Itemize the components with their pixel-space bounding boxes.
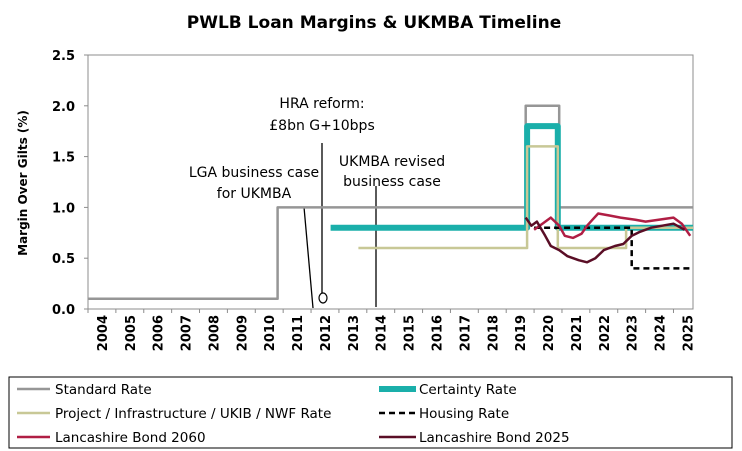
- x-tick-label: 2014: [375, 315, 390, 351]
- plot-frame: [87, 54, 694, 310]
- x-tick-label: 2020: [542, 315, 557, 351]
- y-tick-label: 1.5: [52, 151, 75, 166]
- x-tick-label: 2022: [598, 315, 613, 351]
- x-tick-label: 2012: [319, 315, 334, 351]
- annotation-leader-line: [303, 206, 314, 309]
- annotation-text: £8bn G+10bps: [269, 118, 375, 134]
- x-tick-label: 2011: [291, 315, 306, 351]
- series-line: [358, 145, 693, 250]
- x-tick-label: 2005: [124, 315, 139, 351]
- legend-label: Lancashire Bond 2025: [419, 430, 570, 446]
- legend-label: Standard Rate: [55, 382, 152, 398]
- annotation-text: LGA business case: [189, 165, 319, 181]
- x-tick-label: 2008: [207, 315, 222, 351]
- y-tick-label: 1.0: [52, 201, 75, 216]
- x-tick-label: 2007: [180, 315, 195, 351]
- chart-title: PWLB Loan Margins & UKMBA Timeline: [187, 13, 561, 33]
- y-tick-label: 2.5: [52, 49, 75, 64]
- annotation-text: UKMBA revised: [339, 154, 445, 170]
- legend: Standard Rate Certainty Rate Project / Inf…: [8, 376, 733, 449]
- x-tick-label: 2009: [235, 315, 250, 351]
- x-tick-label: 2017: [458, 315, 473, 351]
- legend-label: Housing Rate: [419, 406, 509, 422]
- x-tick-label: 2024: [654, 315, 669, 351]
- y-tick-label: 0.5: [52, 252, 75, 267]
- legend-box: [8, 376, 733, 449]
- x-tick-label: 2021: [570, 315, 585, 351]
- annotation-text: for UKMBA: [217, 186, 292, 202]
- annotation-text: business case: [343, 174, 441, 190]
- x-tick-label: 2015: [403, 315, 418, 351]
- y-axis-label: Margin Over Gilts (%): [16, 110, 30, 256]
- legend-label: Lancashire Bond 2060: [55, 430, 206, 446]
- annotation-marker: [318, 292, 328, 304]
- x-tick-label: 2025: [681, 315, 696, 351]
- x-tick-label: 2023: [626, 315, 641, 351]
- x-tick-label: 2013: [347, 315, 362, 351]
- plot-area: 0.0 0.5 1.0 1.5 2.0 2.5 2004 2005 2006 2007 2008 20…: [52, 49, 696, 351]
- series-line: [524, 216, 686, 264]
- series-line: [533, 212, 692, 240]
- x-tick-label: 2019: [514, 315, 529, 351]
- legend-label: Project / Infrastructure / UKIB / NWF Ra…: [55, 406, 331, 422]
- series-line: [88, 104, 693, 301]
- annotation-text: HRA reform:: [279, 96, 364, 112]
- x-tick-label: 2018: [486, 315, 501, 351]
- y-tick-label: 2.0: [52, 100, 75, 115]
- x-tick-label: 2006: [152, 315, 167, 351]
- x-tick-label: 2016: [431, 315, 446, 351]
- y-tick-label: 0.0: [52, 303, 75, 318]
- x-tick-label: 2004: [96, 315, 111, 351]
- series-line: [330, 123, 693, 231]
- legend-label: Certainty Rate: [419, 382, 517, 398]
- x-tick-label: 2010: [263, 315, 278, 351]
